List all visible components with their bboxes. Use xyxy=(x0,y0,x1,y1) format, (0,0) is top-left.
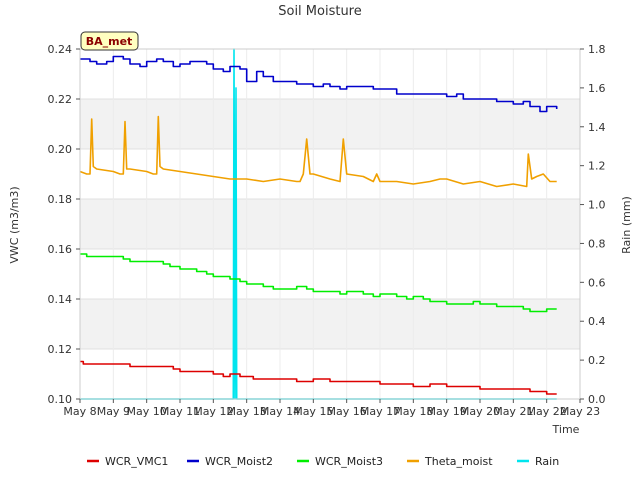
y-tick-label: 0.10 xyxy=(48,393,73,406)
y2-tick-label: 1.6 xyxy=(588,82,606,95)
y-axis-title: VWC (m3/m3) xyxy=(8,186,21,263)
x-tick-label: May 11 xyxy=(160,405,200,418)
background-bands xyxy=(80,99,580,349)
y2-tick-label: 0.6 xyxy=(588,276,606,289)
y2-tick-label: 0.0 xyxy=(588,393,606,406)
y-tick-label: 0.18 xyxy=(48,193,73,206)
series-line-theta-moist xyxy=(79,115,557,188)
legend-item-rain: Rain xyxy=(517,455,559,468)
legend-label: Theta_moist xyxy=(424,455,493,468)
x-axis-title: Time xyxy=(552,423,580,436)
legend-item-wcr-vmc1: WCR_VMC1 xyxy=(87,455,168,468)
y-axis-right: 0.0 0.2 0.4 0.6 0.8 1.0 1.2 1.4 1.6 1.8 xyxy=(580,43,606,406)
y2-tick-label: 0.4 xyxy=(588,315,606,328)
y2-tick-label: 1.0 xyxy=(588,199,606,212)
legend-item-wcr-moist3: WCR_Moist3 xyxy=(297,455,383,468)
legend-label: WCR_Moist3 xyxy=(315,455,383,468)
x-tick-label: May 13 xyxy=(227,405,267,418)
legend-item-theta-moist: Theta_moist xyxy=(407,455,493,468)
station-label: BA_met xyxy=(86,35,133,48)
background-band xyxy=(80,299,580,349)
x-tick-label: May 21 xyxy=(493,405,533,418)
legend: WCR_VMC1 WCR_Moist2 WCR_Moist3 Theta_moist R… xyxy=(87,455,559,468)
background-band xyxy=(80,199,580,249)
y-tick-label: 0.16 xyxy=(48,243,73,256)
y2-axis-title: Rain (mm) xyxy=(620,196,633,254)
y2-tick-label: 0.2 xyxy=(588,354,606,367)
y2-tick-label: 1.4 xyxy=(588,121,606,134)
x-tick-label: May 23 xyxy=(560,405,600,418)
x-tick-label: May 22 xyxy=(527,405,567,418)
y-tick-label: 0.20 xyxy=(48,143,73,156)
legend-label: WCR_VMC1 xyxy=(105,455,168,468)
legend-item-wcr-moist2: WCR_Moist2 xyxy=(187,455,273,468)
station-label-box: BA_met xyxy=(80,31,139,51)
y-tick-label: 0.24 xyxy=(48,43,73,56)
y-axis-left: 0.10 0.12 0.14 0.16 0.18 0.20 0.22 0.24 xyxy=(48,43,80,406)
legend-label: WCR_Moist2 xyxy=(205,455,273,468)
series-line-wcr-moist2 xyxy=(80,55,558,113)
x-tick-label: May 20 xyxy=(460,405,500,418)
x-tick-label: May 8 xyxy=(63,405,96,418)
chart-title: Soil Moisture xyxy=(278,4,362,19)
y-tick-label: 0.22 xyxy=(48,93,73,106)
x-tick-label: May 12 xyxy=(193,405,233,418)
background-band xyxy=(80,99,580,149)
x-tick-label: May 19 xyxy=(427,405,467,418)
x-tick-label: May 9 xyxy=(97,405,130,418)
series-line-wcr-vmc1 xyxy=(80,360,557,395)
y2-tick-label: 1.8 xyxy=(588,43,606,56)
series-line-wcr-moist3 xyxy=(80,253,557,313)
x-tick-label: May 18 xyxy=(393,405,433,418)
x-tick-label: May 17 xyxy=(360,405,400,418)
y2-tick-label: 0.8 xyxy=(588,237,606,250)
y-tick-label: 0.12 xyxy=(48,343,73,356)
legend-label: Rain xyxy=(535,455,559,468)
x-tick-label: May 10 xyxy=(127,405,167,418)
y-tick-label: 0.14 xyxy=(48,293,73,306)
x-tick-label: May 14 xyxy=(260,405,300,418)
x-tick-label: May 15 xyxy=(293,405,333,418)
y2-tick-label: 1.2 xyxy=(588,160,606,173)
x-tick-label: May 16 xyxy=(327,405,367,418)
plot-frame xyxy=(79,48,581,400)
